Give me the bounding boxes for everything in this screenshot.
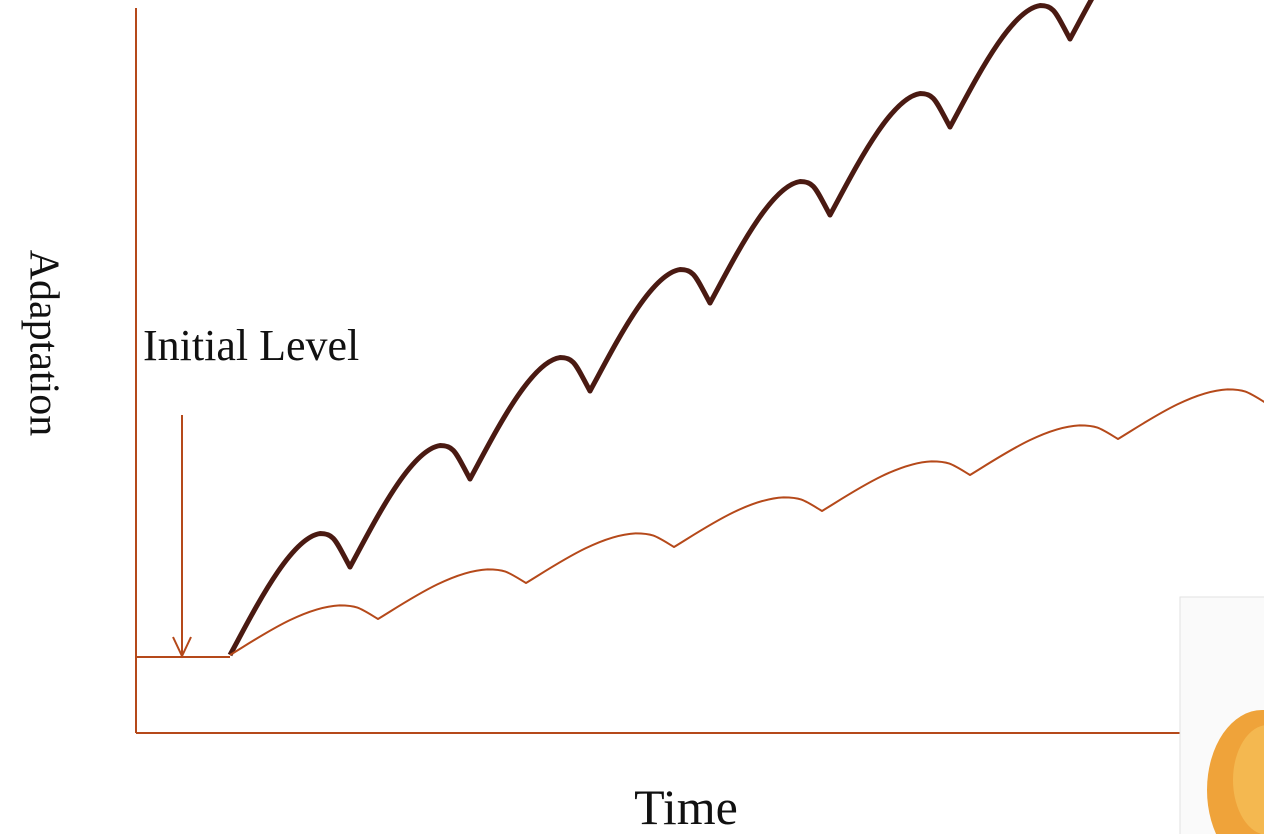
corner-picture [1180, 597, 1264, 834]
x-axis-label: Time [634, 779, 738, 834]
page: Adaptation Initial Level Time (() => { c… [0, 0, 1264, 834]
y-axis-label: Adaptation [20, 250, 66, 437]
diagram: Adaptation Initial Level Time [0, 0, 1264, 834]
high-adaptation-curve [230, 0, 1190, 655]
annotation: Initial Level [143, 321, 359, 370]
